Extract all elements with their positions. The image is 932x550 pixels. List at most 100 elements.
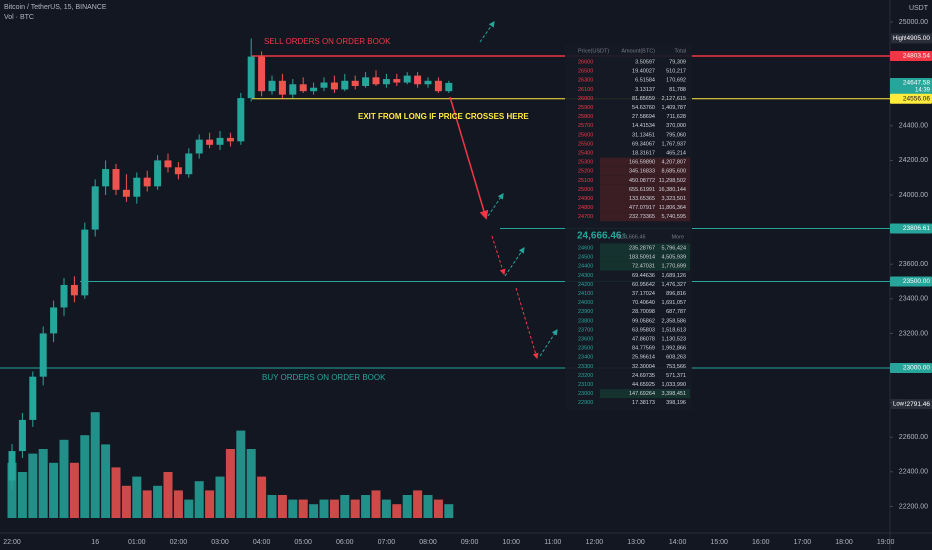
depth-shade	[600, 212, 690, 222]
volume-bar	[413, 490, 423, 518]
bid-cell: 63.95803	[632, 327, 655, 333]
chart-title: Bitcoin / TetherUS, 15, BINANCE	[4, 4, 107, 11]
candle-body	[445, 82, 453, 92]
bid-cell: 235.28767	[629, 245, 655, 251]
ask-cell: 31.13451	[632, 132, 655, 138]
candle-body	[424, 80, 432, 85]
volume-bar	[402, 495, 412, 518]
price-tag-label: 24803.54	[903, 53, 930, 60]
depth-shade	[600, 243, 690, 253]
x-tick-label: 16	[91, 539, 99, 546]
bid-cell: 23400	[578, 355, 593, 361]
x-tick-label: 16:00	[752, 539, 770, 546]
ask-cell: 465,214	[666, 150, 686, 156]
bid-cell: 24100	[578, 291, 593, 297]
candle-body	[372, 77, 380, 85]
depth-shade	[600, 203, 690, 213]
candle-body	[60, 284, 68, 308]
bid-cell: 84.77569	[632, 346, 655, 352]
ask-cell: 26000	[578, 96, 593, 102]
ask-cell: 25500	[578, 141, 593, 147]
volume-bar	[132, 476, 142, 518]
bid-cell: 571,371	[666, 373, 686, 379]
ask-cell: 26300	[578, 78, 593, 84]
ask-cell: 81.85659	[632, 96, 655, 102]
bid-cell: 17.38173	[632, 400, 655, 406]
depth-shade	[600, 184, 690, 194]
candle-body	[393, 79, 401, 83]
volume-bar	[288, 499, 298, 518]
ask-cell: 24700	[578, 214, 593, 220]
ask-cell: 26500	[578, 69, 593, 75]
ask-cell: 5,740,595	[662, 214, 686, 220]
bid-cell: 44.65925	[632, 382, 655, 388]
order-book-header: Price(USDT)	[578, 48, 609, 54]
bid-cell: 24300	[578, 273, 593, 279]
countdown: 14:39	[915, 88, 931, 94]
y-tick-label: 22200.00	[899, 503, 928, 510]
y-tick-label: 23600.00	[899, 261, 928, 268]
ask-cell: 25900	[578, 105, 593, 111]
ask-cell: 1,767,937	[662, 141, 686, 147]
bid-cell: 25.96614	[632, 355, 655, 361]
candle-body	[434, 80, 442, 92]
candle-body	[29, 376, 37, 420]
x-tick-label: 09:00	[461, 539, 479, 546]
bid-cell: 1,691,057	[662, 300, 686, 306]
price-tag	[905, 33, 932, 44]
ask-cell: 2,127,615	[662, 96, 686, 102]
bid-cell: 23300	[578, 364, 593, 370]
bid-cell: 1,476,327	[662, 282, 686, 288]
volume-bar	[205, 490, 215, 518]
volume-bar	[225, 449, 235, 518]
ask-cell: 54.63760	[632, 105, 655, 111]
candle-body	[102, 169, 110, 187]
candle-body	[91, 186, 99, 230]
bid-cell: 2,358,586	[662, 318, 686, 324]
bid-cell: 69.44636	[632, 273, 655, 279]
ask-cell: 232.73365	[629, 214, 655, 220]
volume-bar	[90, 412, 100, 518]
ask-cell: 25800	[578, 114, 593, 120]
x-tick-label: 22:00	[3, 539, 21, 546]
candle-body	[341, 80, 349, 90]
y-tick-label: 24400.00	[899, 123, 928, 130]
x-tick-label: 17:00	[794, 539, 812, 546]
ask-cell: 450.08772	[629, 178, 655, 184]
bid-cell: 1,689,126	[662, 273, 686, 279]
volume-bar	[69, 462, 79, 518]
x-tick-label: 07:00	[378, 539, 396, 546]
y-tick-label: 22600.00	[899, 434, 928, 441]
price-tag	[890, 276, 932, 287]
ask-cell: 16,380,144	[658, 187, 686, 193]
x-tick-label: 11:00	[544, 539, 561, 546]
more-link[interactable]: More	[671, 234, 684, 240]
volume-bar	[101, 444, 111, 518]
volume-bar	[38, 449, 48, 518]
arrow	[487, 193, 504, 217]
order-book: Price(USDT) Amount(BTC) Total 26600 3.50597 7…	[565, 44, 692, 410]
candle-body	[351, 80, 359, 86]
bid-cell: 47.86078	[632, 336, 655, 342]
candle-body	[18, 419, 26, 452]
arrow	[479, 21, 495, 43]
price-tag-label: 23806.61	[903, 225, 930, 232]
y-tick-label: 24000.00	[899, 192, 928, 199]
price-tag-label: 24556.06	[903, 96, 930, 103]
candle-body	[320, 82, 328, 88]
bid-cell: 72.47031	[632, 264, 655, 270]
candle-body	[112, 169, 120, 190]
price-tag	[890, 50, 932, 61]
volume-bar	[361, 495, 371, 518]
x-tick-label: 05:00	[294, 539, 312, 546]
price-tag-name-bg	[891, 399, 905, 410]
volume-bar	[257, 476, 267, 518]
volume-bar	[173, 490, 183, 518]
bid-cell: 1,033,990	[662, 382, 686, 388]
arrow	[491, 235, 506, 276]
annotation: SELL ORDERS ON ORDER BOOK	[264, 37, 391, 46]
volume-bar	[184, 499, 194, 518]
depth-shade	[600, 261, 690, 271]
